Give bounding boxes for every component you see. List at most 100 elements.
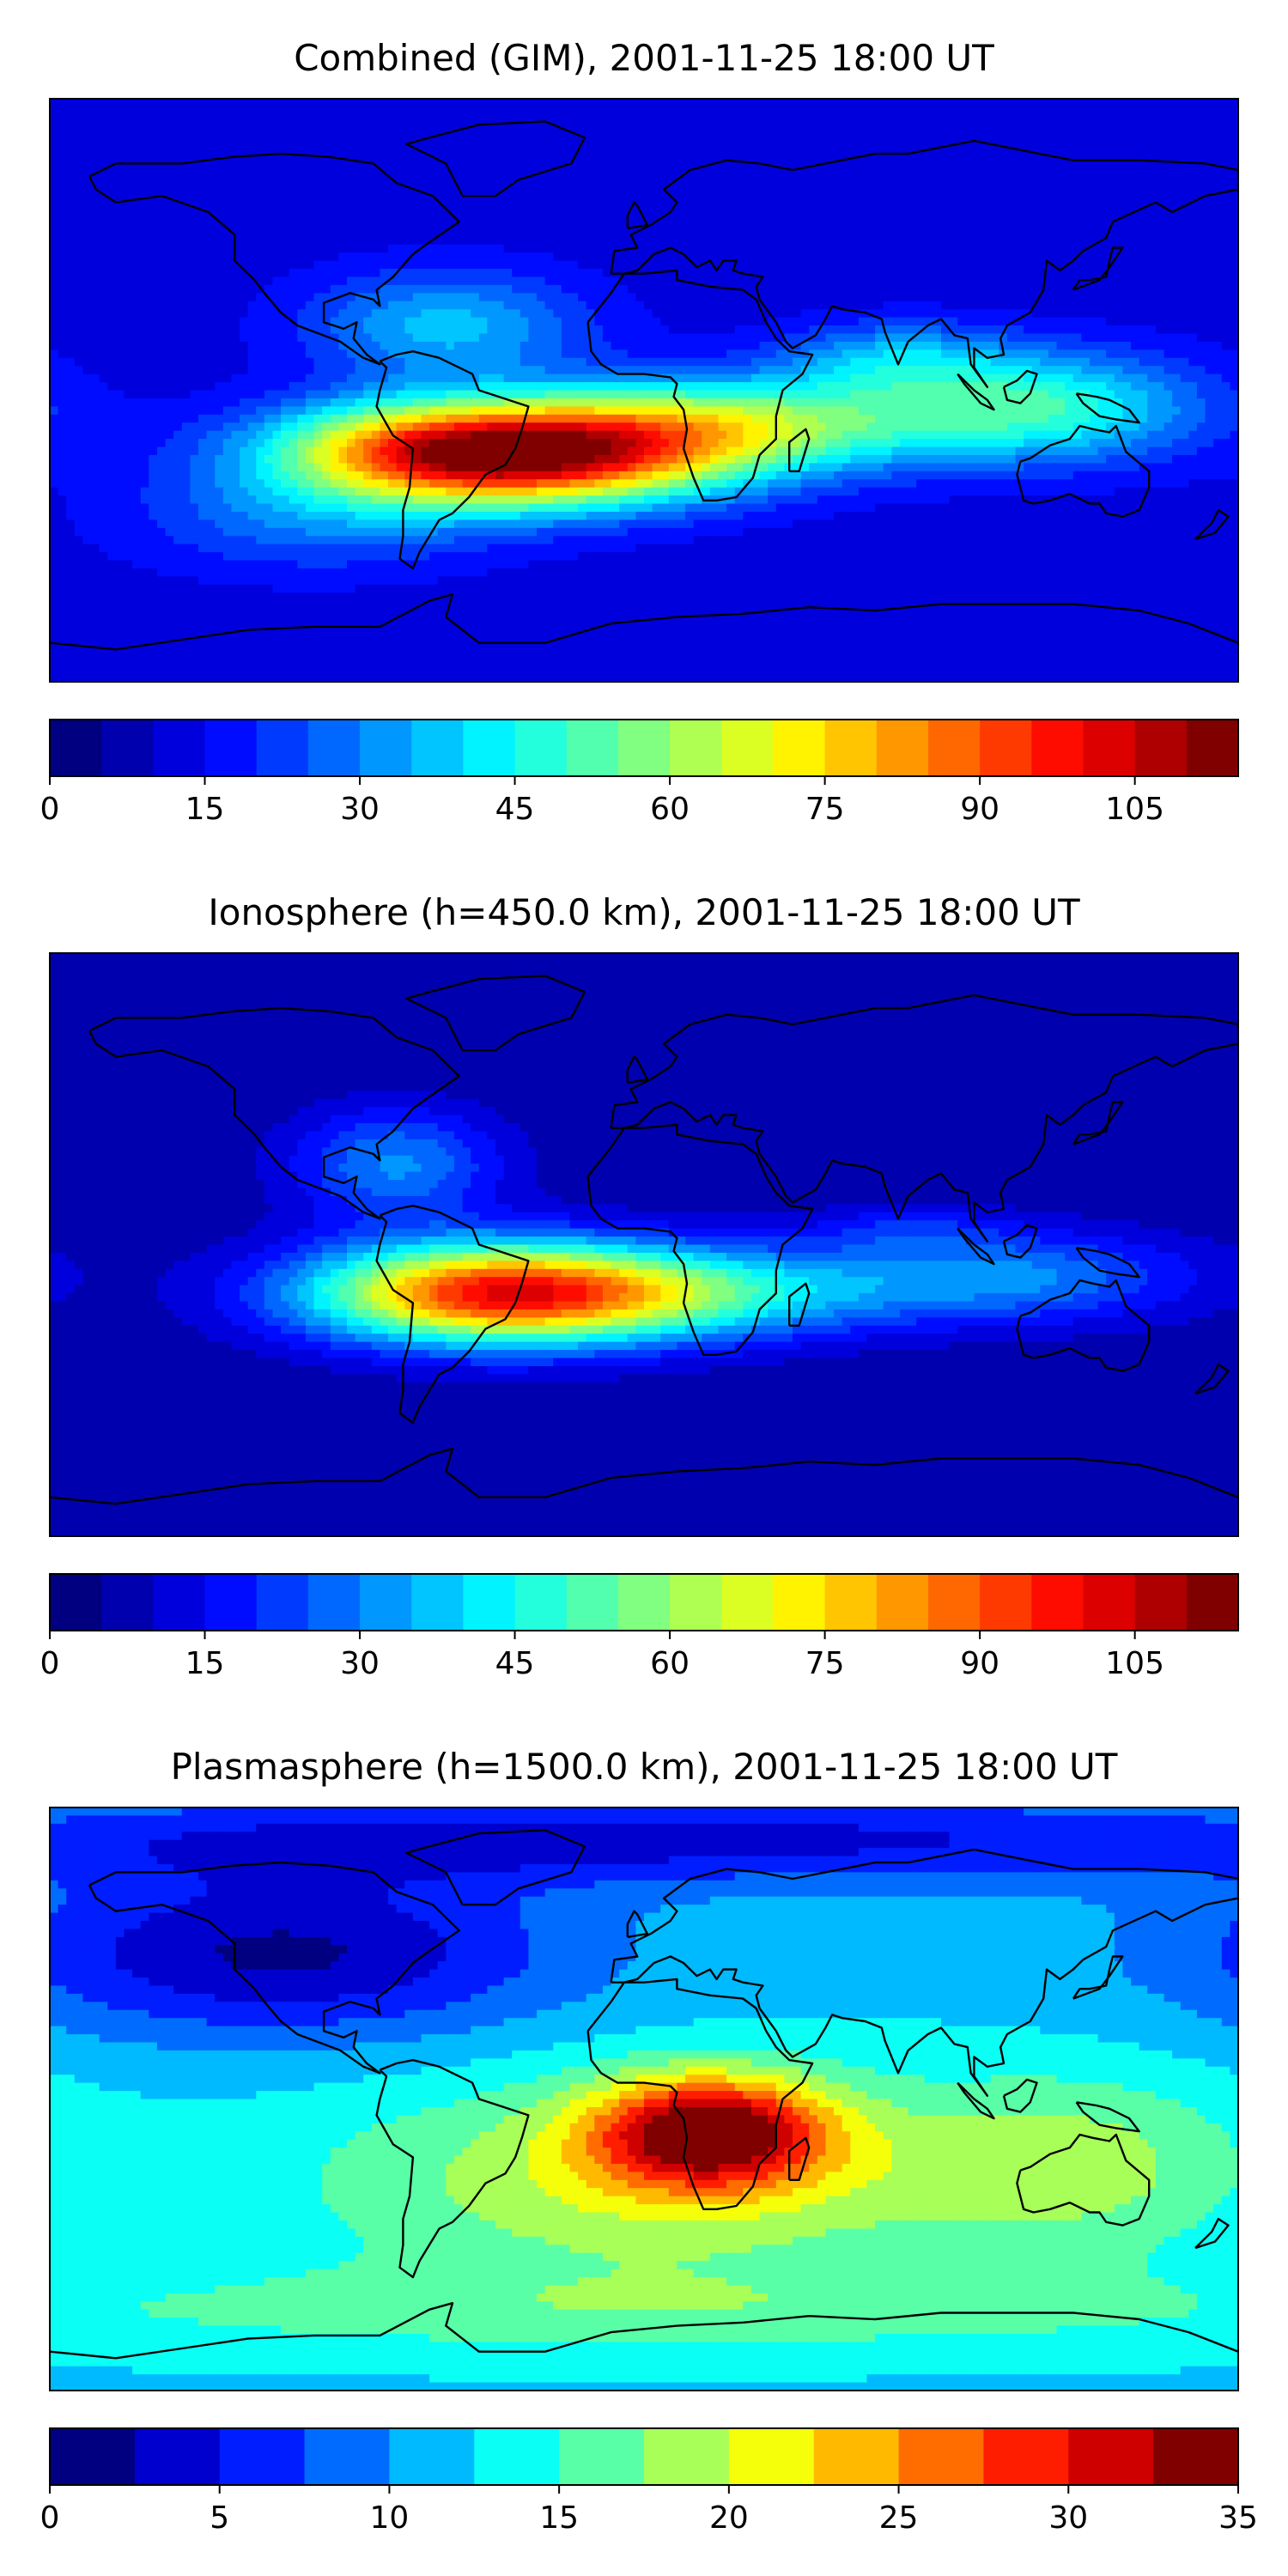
- colorbar-band: [670, 1574, 722, 1631]
- colorbar-band: [204, 1574, 258, 1631]
- colorbar-tick-label: 0: [40, 1646, 60, 1681]
- coastlines: [50, 1829, 1238, 2360]
- colorbar-frame: [49, 1573, 1239, 1631]
- colorbar-band: [644, 2428, 730, 2485]
- colorbar-band: [360, 1574, 412, 1631]
- colorbar-band: [256, 1574, 309, 1631]
- colorbar-band: [360, 720, 412, 776]
- colorbar-band: [898, 2428, 984, 2485]
- colorbar-tick-label: 90: [960, 1646, 999, 1681]
- colorbar-band: [773, 1574, 826, 1631]
- colorbar-band: [389, 2428, 475, 2485]
- colorbar-tick-label: 90: [960, 792, 999, 827]
- colorbar-band: [927, 1574, 981, 1631]
- colorbar-tick-label: 60: [650, 1646, 690, 1681]
- colorbar-band: [670, 720, 722, 776]
- colorbar-band: [153, 720, 206, 776]
- colorbar-tick-label: 15: [185, 1646, 225, 1681]
- colorbar-band: [1083, 720, 1136, 776]
- colorbar-band: [1031, 720, 1084, 776]
- coastlines: [50, 975, 1238, 1505]
- colorbar-tick-label: 25: [879, 2500, 919, 2536]
- colorbar-band: [1134, 1574, 1188, 1631]
- colorbar-band: [307, 1574, 361, 1631]
- colorbar-band: [728, 2428, 815, 2485]
- colorbar-band: [514, 720, 568, 776]
- colorbar-band: [50, 1574, 102, 1631]
- colorbar-tick-label: 105: [1105, 792, 1164, 827]
- colorbar-band: [1186, 1574, 1239, 1631]
- colorbar-band: [559, 2428, 645, 2485]
- colorbar-tick-label: 20: [709, 2500, 749, 2536]
- map-field: [50, 1807, 1238, 2391]
- colorbar-band: [1186, 720, 1239, 776]
- panel-title: Ionosphere (h=450.0 km), 2001-11-25 18:0…: [208, 891, 1080, 933]
- colorbar-band: [773, 720, 826, 776]
- colorbar-band: [980, 720, 1032, 776]
- colorbar-band: [927, 720, 981, 776]
- colorbar-band: [566, 1574, 619, 1631]
- colorbar-tick-label: 10: [370, 2500, 410, 2536]
- map-field: [50, 99, 1238, 682]
- colorbar-band: [876, 1574, 929, 1631]
- colorbar-tick-label: 15: [539, 2500, 579, 2536]
- map-frame: [49, 1807, 1239, 2391]
- colorbar-tick-label: 30: [1048, 2500, 1088, 2536]
- colorbar-tick-label: 0: [40, 2500, 60, 2536]
- coastlines: [50, 120, 1238, 651]
- colorbar-tick-label: 60: [650, 792, 690, 827]
- colorbar-tick-label: 75: [805, 1646, 845, 1681]
- colorbar-band: [721, 720, 774, 776]
- colorbar-band: [813, 2428, 900, 2485]
- colorbar-tick-label: 35: [1218, 2500, 1258, 2536]
- colorbar-band: [1153, 2428, 1239, 2485]
- colorbar-band: [721, 1574, 774, 1631]
- colorbar-band: [463, 720, 516, 776]
- colorbar-band: [101, 720, 154, 776]
- colorbar-tick-label: 15: [185, 792, 225, 827]
- colorbar-band: [566, 720, 619, 776]
- colorbar-band: [256, 720, 309, 776]
- colorbar: 0 15 30 45 60 75 90 105: [40, 719, 1239, 827]
- colorbar-tick-label: 45: [495, 792, 535, 827]
- colorbar-band: [307, 720, 361, 776]
- colorbar: 0 5 10 15 20 25 30 35: [40, 2427, 1258, 2536]
- colorbar-band: [474, 2428, 560, 2485]
- panel-combined: Combined (GIM), 2001-11-25 18:00 UT 0 15 3…: [40, 37, 1239, 827]
- colorbar-band: [824, 720, 878, 776]
- map-field: [50, 953, 1238, 1536]
- colorbar-band: [1031, 1574, 1084, 1631]
- map-frame: [49, 952, 1239, 1537]
- colorbar-band: [50, 2428, 136, 2485]
- colorbar-band: [219, 2428, 306, 2485]
- colorbar-band: [153, 1574, 206, 1631]
- panel-title: Plasmasphere (h=1500.0 km), 2001-11-25 1…: [171, 1746, 1118, 1788]
- colorbar-band: [824, 1574, 878, 1631]
- colorbar: 0 15 30 45 60 75 90 105: [40, 1573, 1239, 1681]
- panel-plasmasphere: Plasmasphere (h=1500.0 km), 2001-11-25 1…: [40, 1746, 1258, 2536]
- colorbar-tick-label: 5: [210, 2500, 229, 2536]
- colorbar-tick-label: 105: [1105, 1646, 1164, 1681]
- colorbar-band: [1068, 2428, 1154, 2485]
- colorbar-band: [50, 720, 102, 776]
- colorbar-band: [876, 720, 929, 776]
- colorbar-band: [204, 720, 258, 776]
- colorbar-band: [617, 720, 671, 776]
- colorbar-tick-label: 30: [340, 792, 380, 827]
- colorbar-band: [980, 1574, 1032, 1631]
- colorbar-frame: [49, 2427, 1239, 2486]
- colorbar-band: [514, 1574, 568, 1631]
- colorbar-tick-label: 75: [805, 792, 845, 827]
- panel-title: Combined (GIM), 2001-11-25 18:00 UT: [294, 37, 994, 79]
- colorbar-band: [304, 2428, 390, 2485]
- colorbar-band: [617, 1574, 671, 1631]
- colorbar-tick-label: 45: [495, 1646, 535, 1681]
- colorbar-tick-label: 0: [40, 792, 60, 827]
- colorbar-band: [983, 2428, 1069, 2485]
- colorbar-frame: [49, 719, 1239, 777]
- panel-ionosphere: Ionosphere (h=450.0 km), 2001-11-25 18:0…: [40, 891, 1239, 1681]
- map-frame: [49, 98, 1239, 683]
- colorbar-band: [463, 1574, 516, 1631]
- colorbar-band: [1083, 1574, 1136, 1631]
